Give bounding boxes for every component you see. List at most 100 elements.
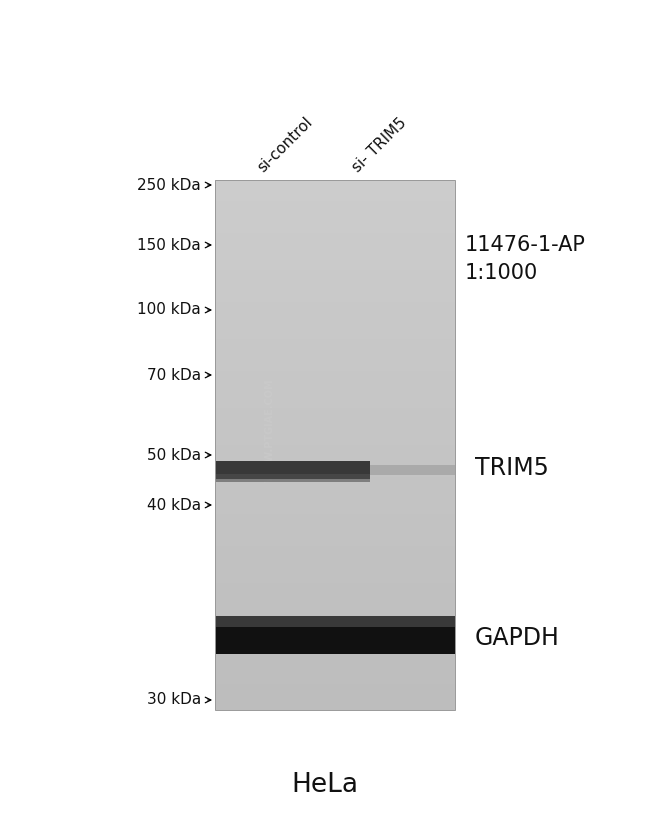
Bar	[215, 551, 455, 556]
Bar	[215, 255, 455, 260]
Bar	[215, 474, 370, 482]
Bar	[215, 625, 455, 631]
Bar	[215, 286, 455, 291]
Text: HeLa: HeLa	[291, 772, 359, 798]
Bar	[215, 668, 455, 673]
Bar	[215, 413, 455, 418]
Bar	[215, 652, 455, 657]
Text: si-control: si-control	[255, 114, 316, 175]
Bar	[370, 465, 455, 475]
Bar	[215, 662, 455, 668]
Bar	[215, 562, 455, 567]
Bar	[215, 546, 455, 551]
Bar	[215, 445, 455, 450]
Bar	[215, 609, 455, 615]
Bar	[215, 307, 455, 312]
Bar	[215, 684, 455, 689]
Bar	[215, 249, 455, 255]
Bar	[215, 386, 455, 392]
Bar	[215, 328, 455, 333]
Bar	[215, 365, 455, 370]
Bar	[215, 556, 455, 562]
Bar	[215, 461, 455, 466]
Bar	[215, 482, 455, 487]
Text: 30 kDa: 30 kDa	[147, 692, 201, 707]
Bar	[215, 508, 455, 514]
Bar	[215, 535, 455, 540]
Bar	[215, 233, 455, 239]
Bar	[215, 349, 455, 354]
Bar	[215, 620, 455, 625]
Text: 250 kDa: 250 kDa	[137, 177, 201, 192]
Bar	[215, 615, 455, 620]
Bar	[215, 503, 455, 508]
Bar	[215, 461, 370, 479]
Bar	[215, 466, 455, 471]
Bar	[215, 514, 455, 519]
Bar	[215, 498, 455, 503]
Bar	[215, 657, 455, 662]
Text: WWW.PTGIAE.COM: WWW.PTGIAE.COM	[265, 378, 275, 482]
Text: 11476-1-AP
1:1000: 11476-1-AP 1:1000	[465, 235, 586, 283]
Bar	[215, 392, 455, 397]
Text: GAPDH: GAPDH	[475, 626, 560, 650]
Bar	[215, 281, 455, 286]
Bar	[215, 583, 455, 588]
Bar	[215, 493, 455, 498]
Bar	[215, 191, 455, 196]
Bar	[215, 212, 455, 217]
Bar	[215, 323, 455, 328]
Bar	[215, 318, 455, 323]
Bar	[215, 631, 455, 636]
Bar	[215, 578, 455, 583]
Bar	[215, 434, 455, 439]
Bar	[215, 265, 455, 270]
Bar	[215, 376, 455, 381]
Bar	[215, 180, 455, 186]
Text: si- TRIM5: si- TRIM5	[350, 115, 410, 175]
Bar	[215, 636, 455, 641]
Text: 70 kDa: 70 kDa	[147, 368, 201, 382]
Bar	[215, 354, 455, 360]
Bar	[215, 408, 455, 413]
Bar	[215, 455, 455, 461]
Bar	[215, 270, 455, 276]
Text: 100 kDa: 100 kDa	[137, 302, 201, 318]
Bar	[215, 397, 455, 402]
Bar	[215, 572, 455, 578]
Bar	[215, 593, 455, 599]
Text: 50 kDa: 50 kDa	[147, 448, 201, 463]
Bar	[215, 641, 455, 647]
Bar	[215, 223, 455, 228]
Bar	[215, 291, 455, 297]
Bar	[215, 302, 455, 307]
Bar	[215, 689, 455, 694]
Bar	[215, 604, 455, 609]
Bar	[215, 402, 455, 408]
Bar	[215, 344, 455, 349]
Bar	[215, 678, 455, 684]
Bar	[215, 588, 455, 593]
Bar	[215, 333, 455, 339]
Bar	[215, 439, 455, 445]
Bar	[215, 207, 455, 212]
Bar	[215, 186, 455, 191]
Bar	[215, 360, 455, 365]
Bar	[215, 673, 455, 678]
Bar	[215, 239, 455, 244]
Bar	[215, 599, 455, 604]
Bar	[215, 616, 455, 627]
Bar	[215, 424, 455, 429]
Bar	[215, 418, 455, 424]
Bar	[215, 487, 455, 493]
Bar	[215, 477, 455, 482]
Bar	[215, 694, 455, 700]
Text: 40 kDa: 40 kDa	[147, 497, 201, 512]
Bar	[215, 700, 455, 705]
Bar	[215, 217, 455, 223]
Bar	[215, 616, 455, 654]
Bar	[215, 530, 455, 535]
Text: TRIM5: TRIM5	[475, 456, 549, 480]
Bar	[215, 381, 455, 386]
Bar	[215, 567, 455, 572]
